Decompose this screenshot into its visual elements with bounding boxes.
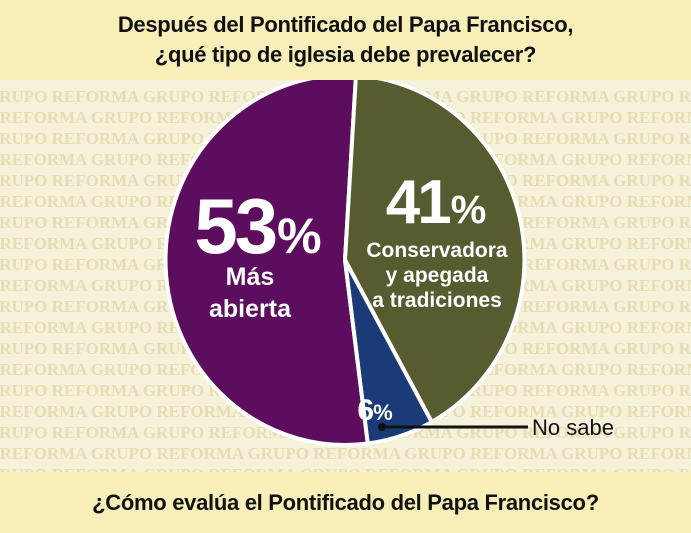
footer-bar: ¿Cómo evalúa el Pontificado del Papa Fra… (0, 472, 691, 533)
title-bar: Después del Pontificado del Papa Francis… (0, 0, 691, 80)
watermark-row: GRUPO REFORMA GRUPO REFORMA GRUPO REFORM… (0, 464, 691, 472)
chart-title-line-1: Después del Pontificado del Papa Francis… (117, 12, 574, 37)
category-label-conservadora: a tradiciones (372, 289, 502, 312)
category-label-conservadora: Conservadora (366, 239, 508, 262)
category-label-conservadora: y apegada (386, 264, 489, 287)
value-label-mas-abierta: 53% (194, 182, 321, 270)
watermark-row: GRUPO REFORMA GRUPO REFORMA GRUPO REFORM… (0, 444, 691, 463)
slice-conservadora (343, 80, 527, 424)
category-label-mas-abierta: abierta (209, 295, 292, 323)
footer-question: ¿Cómo evalúa el Pontificado del Papa Fra… (92, 489, 599, 515)
category-label-no-sabe: No sabe (532, 415, 614, 440)
slice-no-sabe (343, 258, 434, 446)
value-label-conservadora: 41% (386, 168, 487, 237)
category-label-mas-abierta: Más (226, 263, 275, 291)
chart-title-line-2: ¿qué tipo de iglesia debe prevalecer? (154, 42, 537, 67)
slice-mas-abierta (163, 80, 370, 447)
